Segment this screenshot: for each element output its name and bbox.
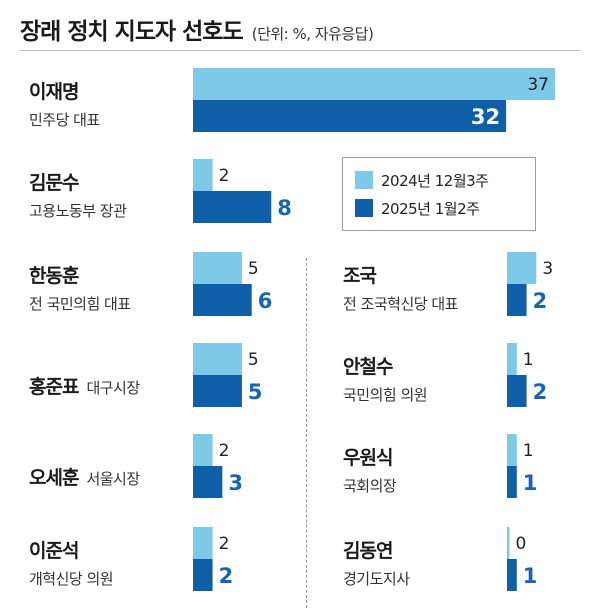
chart-subtitle: (단위: %, 자유응답)	[251, 25, 374, 43]
person-3-value-1: 5	[248, 259, 259, 279]
person-2-name: 김문수	[29, 172, 79, 194]
person-3-bar-1	[193, 252, 242, 284]
person-10-role: 경기도지사	[343, 570, 410, 588]
person-10-bar-2	[507, 559, 517, 591]
person-4-bar-2	[193, 375, 242, 407]
person-6-bar-1	[193, 527, 213, 559]
person-9-name: 우원식	[343, 447, 392, 469]
person-7-value-1: 3	[542, 259, 553, 279]
person-6-value-1: 2	[219, 534, 230, 554]
person-10-value-1: 0	[516, 534, 527, 554]
person-4-value-2: 5	[248, 380, 263, 404]
person-1-role: 민주당 대표	[29, 111, 100, 129]
person-2-value-1: 2	[219, 166, 230, 186]
person-10-value-2: 1	[523, 564, 538, 588]
person-7-name: 조국	[343, 265, 376, 287]
person-2-role: 고용노동부 장관	[29, 202, 127, 220]
person-2-bar-2	[193, 191, 272, 223]
person-3-bar-2	[193, 284, 252, 316]
title-divider	[20, 50, 580, 51]
person-8-role: 국민의힘 의원	[343, 386, 427, 404]
person-6-value-2: 2	[219, 564, 234, 588]
person-5-value-1: 2	[219, 441, 230, 461]
legend: 2024년 12월3주 2025년 1월2주	[342, 157, 536, 231]
person-9-value-2: 1	[523, 471, 538, 495]
person-3-name: 한동훈	[29, 264, 79, 287]
person-6-role: 개혁신당 의원	[29, 570, 113, 588]
person-10-name: 김동연	[343, 540, 392, 562]
legend-swatch-2024	[355, 171, 373, 189]
person-4-name: 홍준표	[29, 375, 79, 398]
person-3-role: 전 국민의힘 대표	[29, 295, 131, 313]
person-9-role: 국회의장	[343, 477, 397, 495]
person-5-value-2: 3	[228, 471, 243, 495]
person-6-bar-2	[193, 559, 213, 591]
person-8-value-1: 1	[523, 350, 534, 370]
person-4-value-1: 5	[248, 350, 259, 370]
person-7-value-2: 2	[533, 289, 548, 313]
person-7-role: 전 조국혁신당 대표	[343, 295, 459, 313]
legend-label-2025: 2025년 1월2주	[381, 199, 480, 218]
person-4-role: 대구시장	[86, 379, 140, 397]
chart-title: 장래 정치 지도자 선호도	[20, 19, 244, 45]
person-1-bar-1	[193, 68, 555, 100]
person-3-value-2: 6	[258, 289, 273, 313]
person-8-name: 안철수	[343, 356, 393, 378]
person-5-bar-1	[193, 434, 213, 466]
column-divider	[306, 258, 307, 608]
person-6-name: 이준석	[29, 540, 78, 562]
legend-label-2024: 2024년 12월3주	[381, 171, 489, 190]
legend-item-2024: 2024년 12월3주	[355, 166, 535, 194]
person-1-value-1: 37	[527, 75, 549, 95]
legend-swatch-2025	[355, 199, 373, 217]
person-1-name: 이재명	[29, 81, 78, 103]
person-4-bar-1	[193, 343, 242, 375]
person-2-value-2: 8	[277, 196, 292, 220]
legend-item-2025: 2025년 1월2주	[355, 194, 535, 222]
person-8-value-2: 2	[533, 380, 548, 404]
person-7-bar-2	[507, 284, 527, 316]
chart-title-block: 장래 정치 지도자 선호도 (단위: %, 자유응답)	[20, 12, 374, 46]
person-5-bar-2	[193, 466, 223, 498]
person-5-name: 오세훈	[29, 466, 79, 489]
person-10-bar-1	[507, 527, 510, 559]
person-9-bar-2	[507, 466, 517, 498]
person-1-bar-2	[193, 100, 507, 132]
person-5-role: 서울시장	[86, 470, 140, 488]
person-1-value-2: 32	[471, 105, 500, 129]
person-2-bar-1	[193, 159, 213, 191]
person-8-bar-2	[507, 375, 527, 407]
person-9-bar-1	[507, 434, 517, 466]
person-8-bar-1	[507, 343, 517, 375]
person-7-bar-1	[507, 252, 537, 284]
person-9-value-1: 1	[523, 441, 534, 461]
